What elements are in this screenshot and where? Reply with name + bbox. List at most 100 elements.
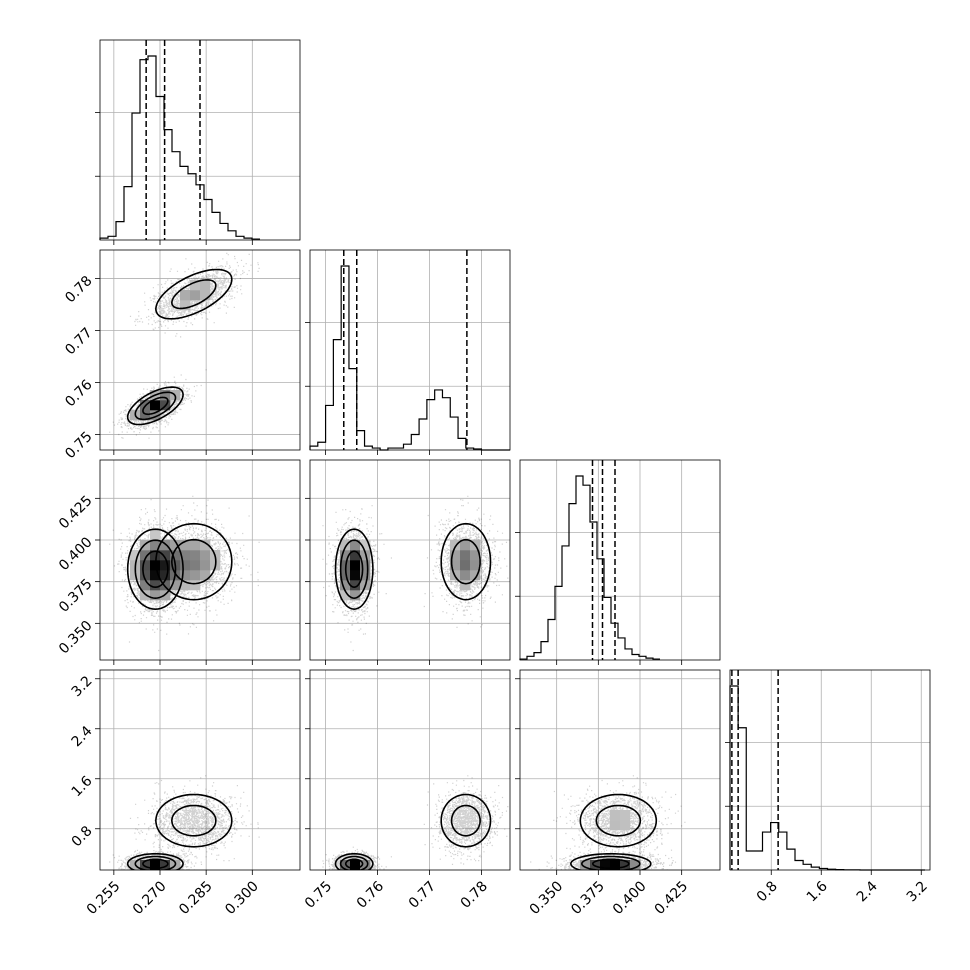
panel-frame [99,459,301,661]
y-tick-label: 0.76 [62,377,95,410]
density-cell [600,860,611,870]
panel-frame [519,669,721,871]
density-cell [150,580,161,591]
scatter-panel-3-2: 0.350 0.375 0.400 0.425 [515,669,721,918]
density-contour [170,279,217,310]
density-cell [450,540,461,551]
density-cell [340,540,351,551]
density-cell [170,580,181,591]
panel-content [109,252,260,439]
density-cell [140,580,151,591]
density-contour [154,268,233,320]
density-cell [140,560,151,571]
density-contour [126,386,184,426]
x-tick-label: 0.300 [222,878,262,918]
density-cell [350,860,361,870]
density-cell [610,810,621,821]
x-tick-label: 0.8 [754,878,781,905]
density-cell [160,570,171,581]
x-tick-label: 0.350 [527,878,567,918]
x-tick-label: 0.425 [652,878,692,918]
density-cell [140,550,151,561]
density-cell [460,560,471,571]
density-cell [340,590,351,601]
density-cell [590,860,601,870]
panel-content [109,495,260,652]
density-contour [334,528,374,611]
histogram-step-line [99,55,260,240]
density-cell [610,820,621,831]
density-cell [470,550,481,561]
density-cell [200,550,211,561]
density-cell [470,570,481,581]
histogram-panel-1 [305,249,511,455]
density-cell [190,280,201,291]
density-cell [460,570,471,581]
density-contour [126,528,184,611]
density-cell [150,540,161,551]
histogram-panel-0 [95,39,301,245]
density-contour [579,793,658,848]
density-cell [190,550,201,561]
density-contour [580,855,641,870]
density-cell [350,540,361,551]
x-tick-label: 0.400 [610,878,650,918]
density-cell [180,550,191,561]
panel-content [109,775,260,870]
density-cell [190,580,201,591]
density-cell [160,550,171,561]
density-cell [160,390,171,401]
scatter-panel-1-0: 0.75 0.76 0.77 0.78 [62,249,301,462]
density-cell [360,560,371,571]
x-tick-label: 0.77 [406,878,439,911]
y-tick-label: 0.8 [69,823,96,850]
density-cell [460,540,471,551]
density-cell [150,400,161,411]
histogram-panel-2 [515,459,721,665]
density-contour [154,793,233,848]
y-tick-label: 0.400 [56,534,96,574]
density-cell [620,810,631,821]
density-cell [150,410,161,421]
x-tick-label: 0.375 [568,878,608,918]
density-cell [140,410,151,421]
density-contour [450,804,481,837]
y-tick-label: 3.2 [69,673,96,700]
density-contour [134,539,177,600]
density-cell [470,560,481,571]
density-cell [350,550,361,561]
histogram-step-line [519,475,660,660]
x-tick-label: 0.78 [458,878,491,911]
density-cell [170,550,181,561]
density-cell [180,570,191,581]
x-tick-label: 1.6 [804,878,831,905]
panel-frame [99,249,301,451]
y-tick-label: 0.75 [62,429,95,462]
histogram-step-line [729,685,925,871]
density-cell [140,570,151,581]
density-cell [360,570,371,581]
density-contour [142,550,169,589]
density-contour [440,522,492,601]
density-contour [334,853,374,870]
density-cell [180,300,191,311]
panel-frame [99,669,301,871]
y-tick-label: 0.425 [56,493,96,533]
scatter-panel-3-1: 0.75 0.76 0.77 0.78 [302,669,511,912]
density-cell [200,290,211,301]
density-cell [450,560,461,571]
density-cell [460,550,471,561]
density-cell [140,860,151,870]
density-cell [190,540,201,551]
density-contour [440,793,492,848]
histogram-step-line [309,265,510,451]
density-contour [170,804,217,837]
density-cell [620,820,631,831]
scatter-panel-2-1 [305,459,511,665]
density-cell [150,590,161,601]
panel-frame [519,459,721,661]
panel-content [322,495,509,652]
density-contour [134,855,177,870]
